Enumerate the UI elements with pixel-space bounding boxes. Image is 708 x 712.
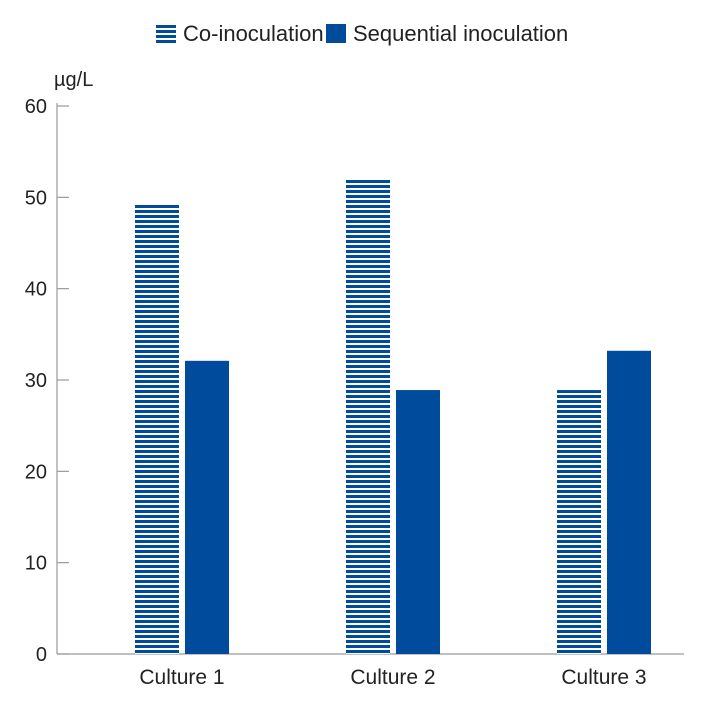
y-tick-label: 10	[25, 553, 47, 575]
bar-sequential-inoculation-1	[185, 360, 229, 654]
bar-co-inoculation-1	[135, 203, 179, 654]
x-category-label: Culture 2	[350, 666, 435, 689]
y-tick-label: 30	[25, 370, 47, 392]
legend: Co-inoculation Sequential inoculation	[156, 21, 568, 46]
legend-swatch-co-inoculation	[156, 24, 176, 43]
bars	[135, 179, 651, 655]
y-tick-label: 50	[25, 187, 47, 209]
legend-label-co-inoculation: Co-inoculation	[183, 21, 324, 46]
bar-co-inoculation-2	[346, 179, 390, 655]
y-tick-label: 60	[25, 96, 47, 118]
x-category-label: Culture 3	[561, 666, 646, 689]
x-category-label: Culture 1	[139, 666, 224, 689]
y-tick-label: 20	[25, 461, 47, 483]
y-tick-label: 0	[36, 644, 47, 666]
legend-label-sequential-inoculation: Sequential inoculation	[353, 21, 568, 46]
bar-sequential-inoculation-3	[607, 350, 651, 654]
category-labels: Culture 1 Culture 2 Culture 3	[139, 666, 646, 689]
y-tick-label: 40	[25, 279, 47, 301]
y-axis-ticks: 0 10 20 30 40 50 60	[25, 96, 69, 666]
y-axis-unit-label: µg/L	[54, 69, 93, 91]
legend-swatch-sequential-inoculation	[326, 24, 346, 43]
bar-co-inoculation-3	[557, 390, 601, 654]
bar-sequential-inoculation-2	[396, 390, 440, 654]
